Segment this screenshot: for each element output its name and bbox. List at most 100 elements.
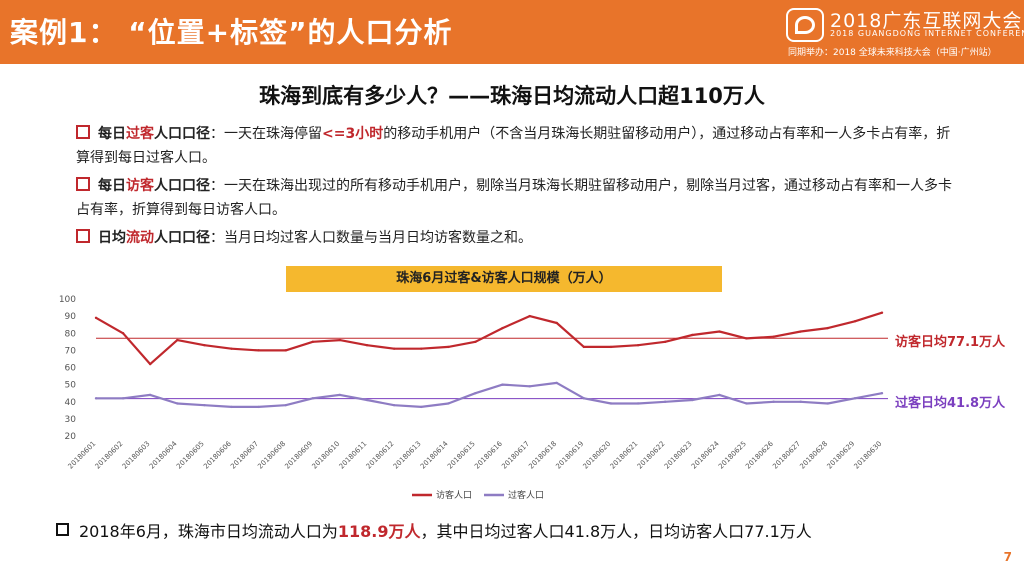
data-point [880, 311, 884, 314]
y-tick-label: 50 [65, 381, 77, 391]
x-tick-label: 20180610 [310, 440, 341, 471]
event-subtitle: 2018 GUANGDONG INTERNET CONFERENCE [830, 29, 1024, 38]
x-tick-label: 20180622 [636, 440, 667, 471]
legend-label: 访客人口 [436, 489, 472, 501]
bullet-square-icon [76, 229, 90, 243]
data-point [149, 362, 152, 366]
co-event: 同期举办：2018 全球未来科技大会（中国·广州站） [788, 48, 997, 58]
y-tick-label: 30 [65, 415, 77, 425]
data-point [826, 402, 829, 405]
data-point [691, 398, 694, 402]
event-name: 2018广东互联网大会 [830, 10, 1023, 32]
x-tick-label: 20180614 [419, 439, 450, 470]
data-point [392, 403, 396, 407]
bullet-head-highlight: 过客 [126, 126, 154, 142]
bullet-square-icon [76, 177, 90, 191]
bullet-head: 日均 [98, 230, 126, 246]
data-point [94, 397, 98, 400]
x-tick-label: 20180609 [283, 440, 314, 471]
series-line [95, 311, 883, 366]
data-point [745, 402, 748, 405]
data-point [853, 320, 857, 323]
data-point [718, 330, 721, 333]
x-tick-label: 20180626 [744, 439, 775, 470]
data-point [663, 400, 667, 403]
data-point [311, 340, 315, 344]
x-tick-label: 20180606 [202, 439, 233, 470]
transit-average-label: 过客日均41.8万人 [895, 396, 1006, 411]
y-tick-label: 100 [59, 295, 76, 305]
visitor-average-label: 访客日均77.1万人 [895, 335, 1006, 350]
data-point [799, 330, 802, 333]
summary-highlight: 118.9万人 [337, 522, 421, 541]
data-point [176, 402, 179, 405]
y-tick-label: 90 [65, 312, 77, 322]
data-point [772, 335, 775, 338]
bullet-visitor-definition: 每日访客人口口径：一天在珠海出现过的所有移动手机用户，剔除当月珠海长期驻留移动用… [76, 174, 956, 222]
x-tick-label: 20180613 [392, 440, 423, 471]
data-point [149, 393, 152, 397]
bullet-head: 每日 [98, 178, 126, 194]
bullet-text: ：一天在珠海出现过的所有移动手机用户，剔除当月珠海长期驻留移动用户，剔除当月过客… [76, 178, 952, 218]
data-point [121, 397, 125, 400]
bullet-head: 每日 [98, 126, 126, 142]
x-tick-label: 20180601 [67, 440, 98, 471]
data-point [474, 391, 477, 395]
summary-square-icon [56, 523, 69, 536]
data-point [528, 385, 531, 388]
data-point [528, 314, 531, 318]
x-tick-label: 20180624 [690, 439, 721, 470]
data-point [365, 344, 369, 347]
bullet-head: 人口口径 [154, 126, 210, 142]
data-point [447, 345, 450, 349]
x-tick-label: 20180630 [853, 440, 884, 471]
header-bar: 案例1： “位置+标签”的人口分析 2018广东互联网大会 2018 GUANG… [0, 0, 1024, 64]
data-point [582, 397, 586, 400]
data-point [94, 316, 98, 320]
data-point [176, 338, 179, 342]
data-point [203, 403, 206, 407]
data-point [230, 347, 233, 350]
x-tick-label: 20180612 [365, 440, 396, 471]
bullet-head-highlight: 访客 [126, 178, 154, 194]
bullet-transit-definition: 每日过客人口口径：一天在珠海停留<=3小时的移动手机用户（不含当月珠海长期驻留移… [76, 122, 956, 170]
data-point [338, 393, 342, 397]
bullet-floating-definition: 日均流动人口口径：当月日均过客人口数量与当月日均访客数量之和。 [76, 226, 956, 250]
x-tick-label: 20180607 [229, 440, 260, 471]
x-tick-label: 20180625 [717, 440, 748, 471]
slide-subtitle: 珠海到底有多少人？——珠海日均流动人口超110万人 [259, 84, 765, 108]
x-tick-label: 20180605 [175, 440, 206, 471]
conference-logo-icon [786, 8, 824, 42]
y-tick-label: 40 [65, 398, 77, 408]
summary-line: 2018年6月，珠海市日均流动人口为118.9万人，其中日均过客人口41.8万人… [56, 518, 812, 542]
data-point [365, 398, 369, 402]
data-point [609, 402, 613, 405]
data-point [257, 405, 260, 409]
bullet-head-highlight: 流动 [126, 230, 154, 246]
data-point [691, 333, 694, 337]
x-tick-label: 20180608 [256, 440, 287, 471]
x-tick-label: 20180602 [94, 440, 125, 471]
page-number: 7 [1003, 550, 1012, 564]
data-point [853, 397, 857, 400]
data-point [230, 405, 233, 409]
data-point [420, 405, 423, 409]
x-tick-label: 20180611 [338, 440, 369, 471]
bullet-text: ：一天在珠海停留 [210, 126, 322, 142]
data-point [880, 391, 884, 395]
x-tick-label: 20180620 [582, 440, 613, 471]
data-point [582, 345, 586, 349]
x-tick-label: 20180603 [121, 440, 152, 471]
bullet-text: ：当月日均过客人口数量与当月日均访客数量之和。 [210, 230, 532, 246]
data-point [501, 326, 504, 330]
data-point [501, 383, 504, 386]
x-tick-label: 20180617 [500, 440, 531, 471]
y-tick-label: 60 [65, 364, 77, 374]
bullet-square-icon [76, 125, 90, 139]
data-point [772, 400, 775, 403]
x-tick-label: 20180604 [148, 439, 179, 470]
data-point [555, 381, 558, 385]
data-point [392, 347, 396, 350]
data-point [718, 393, 721, 397]
legend-label: 过客人口 [508, 489, 544, 501]
